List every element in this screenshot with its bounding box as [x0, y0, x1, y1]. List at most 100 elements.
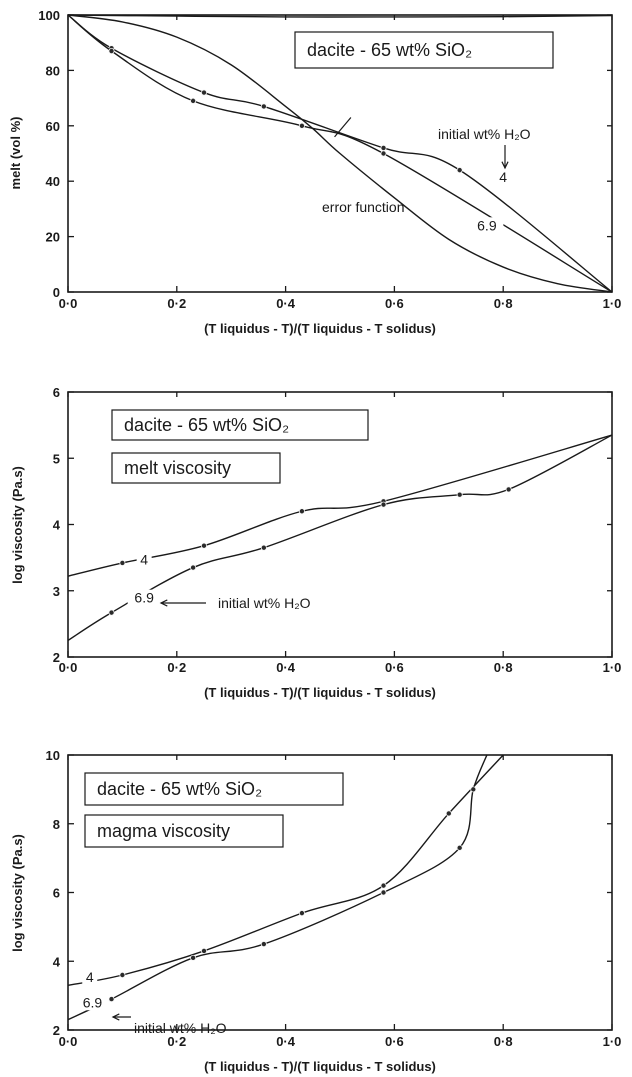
crossing-mark — [334, 117, 352, 138]
series-label-4: 4 — [140, 551, 148, 567]
x-tick-label: 0·0 — [59, 296, 78, 311]
series-label-bg — [75, 994, 109, 1011]
label-box-text: magma viscosity — [97, 821, 230, 841]
data-point-6-9 — [298, 122, 305, 129]
x-tick-label: 0·6 — [385, 660, 404, 675]
y-tick-label: 20 — [46, 230, 60, 245]
data-point-6-9 — [456, 844, 463, 851]
data-point-6-9 — [380, 150, 387, 157]
data-point-4 — [456, 167, 463, 174]
y-axis-label: log viscosity (Pa.s) — [10, 834, 25, 952]
y-tick-label: 40 — [46, 174, 60, 189]
data-point-4 — [200, 542, 207, 549]
x-tick-label: 0·4 — [276, 660, 296, 675]
x-tick-label: 0·8 — [494, 660, 513, 675]
series-label-bg — [127, 589, 161, 606]
y-tick-label: 5 — [53, 451, 60, 466]
series-line-4 — [67, 14, 613, 293]
arrow-head-icon — [501, 161, 509, 170]
x-tick-label: 0·4 — [276, 1034, 296, 1049]
y-tick-label: 4 — [53, 954, 61, 969]
label-box-text: dacite - 65 wt% SiO₂ — [307, 40, 472, 60]
annotation-initial: initial wt% H₂O — [438, 126, 531, 142]
data-point-4 — [260, 103, 267, 110]
series-line-unlabelled — [67, 14, 613, 18]
data-point-6-9 — [456, 491, 463, 498]
y-tick-label: 80 — [46, 63, 60, 78]
data-point-6-9 — [190, 564, 197, 571]
data-point-6-9 — [108, 609, 115, 616]
data-point-4 — [200, 89, 207, 96]
label-box-text: melt viscosity — [124, 458, 231, 478]
y-axis-label: melt (vol %) — [8, 117, 23, 190]
data-point-4 — [380, 882, 387, 889]
y-tick-label: 100 — [38, 8, 60, 23]
series-label-bg — [470, 217, 504, 234]
data-point-6-9 — [380, 889, 387, 896]
data-point-4 — [200, 947, 207, 954]
data-point-4 — [119, 559, 126, 566]
series-line-error-function — [67, 14, 613, 293]
y-tick-label: 6 — [53, 385, 60, 400]
data-point-6-9 — [190, 97, 197, 104]
y-tick-label: 10 — [46, 748, 60, 763]
data-point-4 — [380, 144, 387, 151]
x-tick-label: 0·0 — [59, 1034, 78, 1049]
data-point-6-9 — [260, 941, 267, 948]
x-tick-label: 1·0 — [603, 1034, 622, 1049]
data-point-6-9 — [190, 954, 197, 961]
melt-viscosity-chart-svg: 0·0 0·2 0·4 0·6 0·8 1·0 2 3 4 5 6 (T liquidus - T)/… — [10, 385, 622, 700]
label-box-text: dacite - 65 wt% SiO₂ — [97, 779, 262, 799]
arrow-head-icon — [111, 1013, 120, 1021]
plot-frame — [67, 14, 613, 293]
data-point-4 — [119, 971, 126, 978]
series-label-4: 4 — [86, 969, 94, 985]
annotation-initial: initial wt% H₂O — [134, 1020, 227, 1036]
series-label-bg — [495, 168, 511, 185]
x-tick-label: 0·2 — [167, 660, 186, 675]
label-box — [111, 409, 369, 441]
series-label-bg — [136, 551, 152, 568]
melt-fraction-chart-svg: 0·0 0·2 0·4 0·6 0·8 1·0 0 20 40 60 80 100 (T liquidu… — [8, 8, 622, 336]
series-label-6-9: 6.9 — [477, 217, 497, 233]
magma-viscosity-chart-svg: 0·0 0·2 0·4 0·6 0·8 1·0 2 4 6 8 10 (T liquidus - T)… — [10, 748, 622, 1074]
series-label-6-9: 6.9 — [134, 590, 154, 606]
data-point-6-9 — [108, 996, 115, 1003]
x-tick-label: 0·0 — [59, 660, 78, 675]
y-axis-label: log viscosity (Pa.s) — [10, 466, 25, 584]
y-tick-label: 60 — [46, 119, 60, 134]
melt-viscosity-chart: 0·0 0·2 0·4 0·6 0·8 1·0 2 3 4 5 6 (T liquidus - T)/… — [0, 370, 632, 705]
x-axis-label: (T liquidus - T)/(T liquidus - T solidus… — [204, 1059, 436, 1074]
data-point-4 — [298, 910, 305, 917]
annotation-error: error function — [322, 199, 404, 215]
x-tick-label: 1·0 — [603, 296, 622, 311]
label-box-text: dacite - 65 wt% SiO₂ — [124, 415, 289, 435]
x-tick-label: 0·6 — [385, 296, 404, 311]
data-point-6-9 — [470, 786, 477, 793]
y-tick-label: 3 — [53, 584, 60, 599]
arrow-head-icon — [159, 599, 168, 607]
x-tick-label: 1·0 — [603, 660, 622, 675]
x-tick-label: 0·4 — [276, 296, 296, 311]
x-axis-label: (T liquidus - T)/(T liquidus - T solidus… — [204, 321, 436, 336]
y-tick-label: 2 — [53, 650, 60, 665]
series-label-4: 4 — [499, 169, 507, 185]
x-tick-label: 0·8 — [494, 1034, 513, 1049]
data-point-6-9 — [380, 501, 387, 508]
label-box — [84, 772, 344, 806]
label-box — [111, 452, 281, 484]
y-tick-label: 2 — [53, 1023, 60, 1038]
x-tick-label: 0·6 — [385, 1034, 404, 1049]
data-point-4 — [445, 810, 452, 817]
y-tick-label: 6 — [53, 886, 60, 901]
series-label-bg — [82, 969, 98, 986]
x-tick-label: 0·8 — [494, 296, 513, 311]
melt-fraction-chart: 0·0 0·2 0·4 0·6 0·8 1·0 0 20 40 60 80 100 (T liquidu… — [0, 0, 632, 350]
annotation-initial: initial wt% H₂O — [218, 595, 311, 611]
series-line-6-9 — [67, 754, 488, 1021]
data-point-6-9 — [505, 486, 512, 493]
y-tick-label: 8 — [53, 817, 60, 832]
label-box — [294, 31, 554, 69]
y-tick-label: 4 — [53, 518, 61, 533]
x-tick-label: 0·2 — [167, 296, 186, 311]
